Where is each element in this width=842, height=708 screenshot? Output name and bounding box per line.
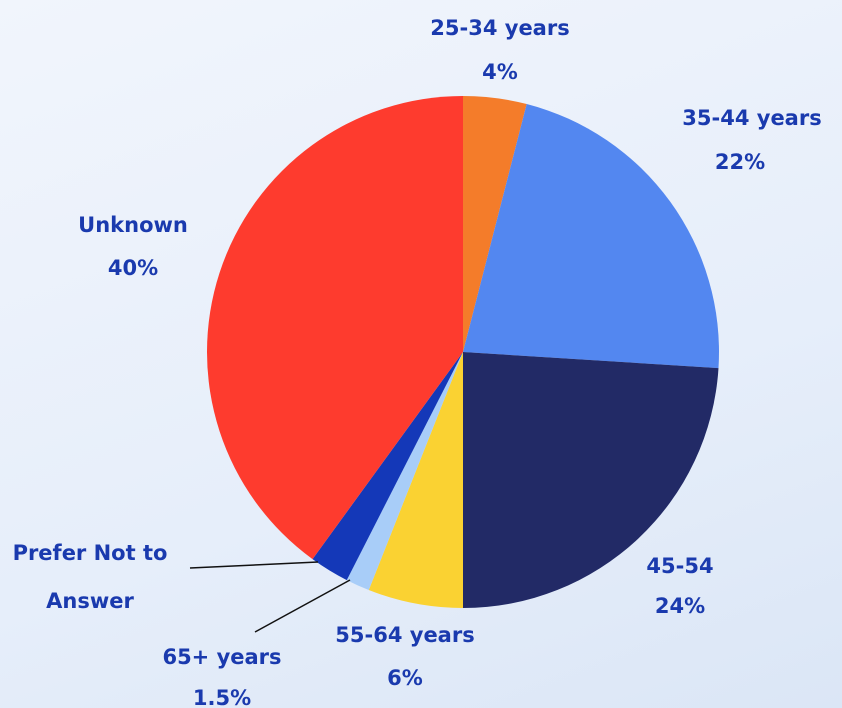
value-label: 24% bbox=[654, 594, 706, 618]
slice-label: Unknown bbox=[78, 213, 188, 237]
value-label: 4% bbox=[482, 60, 518, 84]
leader-line bbox=[189, 561, 319, 569]
slice-label: 55-64 years bbox=[335, 623, 475, 647]
slice-label: 25-34 years bbox=[430, 16, 570, 40]
value-label: 40% bbox=[107, 256, 159, 280]
slice-label: Prefer Not to Answer bbox=[12, 541, 168, 613]
slice-label: 65+ years bbox=[162, 645, 282, 669]
value-label: 22% bbox=[714, 150, 766, 174]
slice-label: 45-54 bbox=[646, 554, 714, 578]
leader-line bbox=[254, 579, 351, 633]
pie-slice bbox=[207, 96, 463, 560]
pie-slice bbox=[463, 104, 719, 369]
pie-slice bbox=[312, 352, 463, 581]
slices bbox=[207, 96, 719, 608]
value-label: 6% bbox=[387, 666, 423, 690]
slice-label: 35-44 years bbox=[682, 106, 822, 130]
value-label: 1.5% bbox=[192, 686, 252, 708]
pie-slice bbox=[463, 96, 527, 352]
pie-slice bbox=[368, 352, 463, 608]
pie-slice bbox=[346, 352, 463, 591]
pie-slice bbox=[463, 352, 719, 608]
